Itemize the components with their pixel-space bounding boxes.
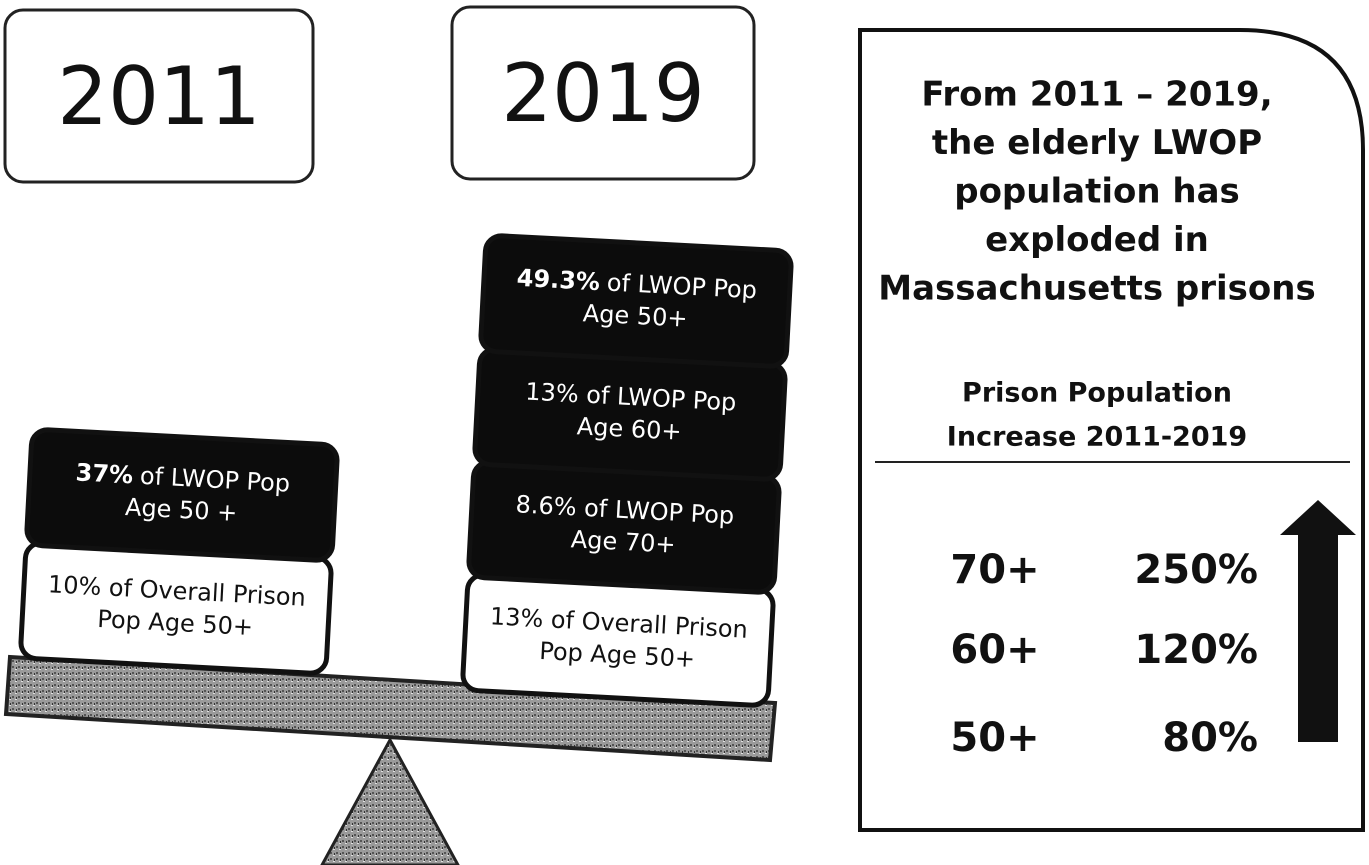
seesaw-fulcrum bbox=[320, 736, 460, 865]
increase-arrow bbox=[1280, 500, 1356, 742]
row-value: 120% bbox=[1134, 627, 1258, 673]
row-label: 60+ bbox=[950, 627, 1039, 673]
row-label: 70+ bbox=[950, 547, 1039, 593]
block-line: 49.3% of LWOP Pop bbox=[516, 264, 758, 305]
panel-heading: the elderly LWOP bbox=[932, 123, 1262, 163]
block-highlight: 49.3% bbox=[516, 264, 601, 296]
block-box bbox=[478, 233, 794, 369]
row-value: 80% bbox=[1162, 715, 1258, 761]
panel-heading: Massachusetts prisons bbox=[878, 269, 1315, 309]
panel-subheading: Prison Population bbox=[962, 378, 1232, 409]
block-box bbox=[24, 427, 340, 563]
year-label: 2019 bbox=[501, 47, 705, 140]
year-box bbox=[3, 8, 315, 184]
row-value: 250% bbox=[1134, 547, 1258, 593]
block-line: Age 60+ bbox=[576, 412, 682, 445]
block-line: Age 70+ bbox=[570, 525, 676, 558]
block-line: Age 50 + bbox=[124, 493, 238, 527]
year-box bbox=[450, 5, 756, 181]
block-line: Age 50+ bbox=[582, 299, 688, 332]
year-label: 2011 bbox=[57, 50, 261, 143]
block-highlight: 37% bbox=[75, 458, 134, 489]
panel-heading: population has bbox=[954, 172, 1240, 212]
summary-panel bbox=[858, 28, 1365, 832]
row-label: 50+ bbox=[950, 715, 1039, 761]
panel-heading: exploded in bbox=[985, 220, 1209, 260]
block-box bbox=[472, 346, 788, 482]
panel-heading: From 2011 – 2019, bbox=[921, 75, 1272, 115]
panel-subheading: Increase 2011-2019 bbox=[947, 422, 1247, 453]
